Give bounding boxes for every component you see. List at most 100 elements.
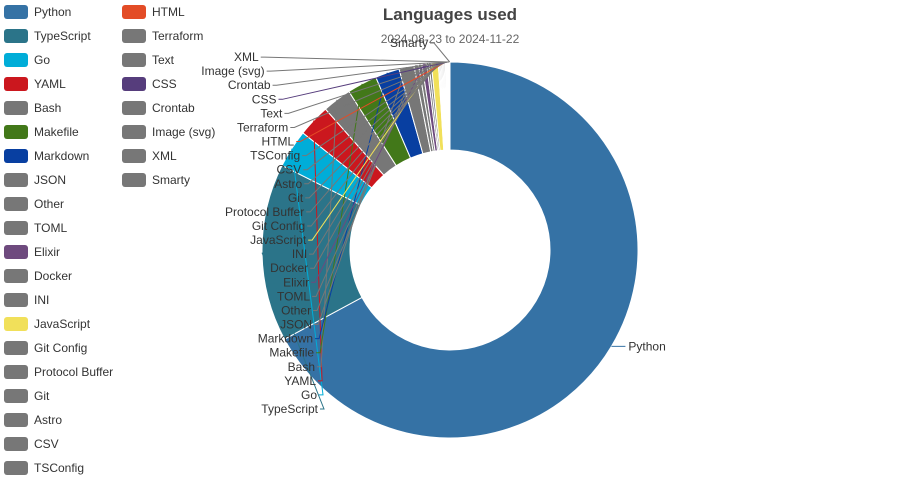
slice-label-javascript: JavaScript (250, 233, 307, 247)
slice-label-image-svg: Image (svg) (201, 64, 264, 78)
legend-item-csv[interactable]: CSV (4, 436, 59, 452)
legend-label: Python (34, 5, 72, 19)
slice-label-html: HTML (262, 135, 295, 149)
legend-label: Other (34, 197, 65, 211)
legend-item-go[interactable]: Go (4, 52, 50, 68)
slice-label-ini: INI (292, 247, 307, 261)
legend-item-image-svg[interactable]: Image (svg) (122, 124, 215, 140)
slice-label-protocol-buffer: Protocol Buffer (225, 205, 304, 219)
leader-line (307, 62, 440, 227)
slice-label-other: Other (281, 303, 311, 317)
leader-line (311, 63, 425, 283)
legend-label: TOML (34, 221, 68, 235)
legend-item-git[interactable]: Git (4, 388, 49, 404)
legend-label: Image (svg) (152, 125, 216, 139)
legend-item-terraform[interactable]: Terraform (122, 28, 203, 44)
slice-label-markdown: Markdown (258, 332, 313, 346)
legend-item-tsconfig[interactable]: TSConfig (4, 460, 84, 476)
leader-line (266, 61, 449, 72)
legend-swatch (4, 365, 28, 379)
leader-line (272, 61, 449, 86)
legend-item-docker[interactable]: Docker (4, 268, 72, 284)
legend-swatch (4, 245, 28, 259)
slice-label-css: CSS (252, 92, 277, 106)
legend-label: Git (34, 389, 50, 403)
slice-label-csv: CSV (277, 163, 302, 177)
leader-line (316, 83, 363, 354)
slice-label-python: Python (628, 339, 665, 353)
legend-item-yaml[interactable]: YAML (4, 76, 66, 92)
legend-swatch (122, 173, 146, 187)
legend-label: Makefile (34, 125, 79, 139)
legend-item-css[interactable]: CSS (122, 76, 177, 92)
legend-label: Elixir (34, 245, 60, 259)
legend-item-html[interactable]: HTML (122, 4, 185, 20)
legend-swatch (4, 149, 28, 163)
legend-item-toml[interactable]: TOML (4, 220, 67, 236)
slice-label-git: Git (288, 191, 304, 205)
leader-line (309, 62, 431, 255)
legend-label: Astro (34, 413, 63, 427)
chart-subtitle: 2024-08-23 to 2024-11-22 (380, 32, 520, 46)
legend-item-protocol-buffer[interactable]: Protocol Buffer (4, 364, 113, 380)
leader-line (315, 72, 388, 340)
legend-item-git-config[interactable]: Git Config (4, 340, 87, 356)
slice-label-bash: Bash (288, 360, 315, 374)
legend-swatch (4, 77, 28, 91)
legend-swatch (4, 5, 28, 19)
legend-item-typescript[interactable]: TypeScript (4, 28, 91, 44)
legend-item-javascript[interactable]: JavaScript (4, 316, 90, 332)
legend-item-astro[interactable]: Astro (4, 412, 62, 428)
leader-line (308, 62, 436, 241)
legend-swatch (4, 437, 28, 451)
legend-item-crontab[interactable]: Crontab (122, 100, 195, 116)
legend-label: Markdown (34, 149, 90, 163)
legend-item-smarty[interactable]: Smarty (122, 172, 190, 188)
legend-label: TSConfig (34, 461, 85, 475)
leader-line (261, 252, 325, 410)
slice-label-elixir: Elixir (283, 275, 309, 289)
legend-swatch (4, 173, 28, 187)
legend-label: TypeScript (34, 29, 91, 43)
legend-swatch (122, 125, 146, 139)
legend-item-other[interactable]: Other (4, 196, 64, 212)
slice-label-docker: Docker (270, 261, 308, 275)
chart-title: Languages used (382, 5, 518, 24)
slice-label-go: Go (301, 388, 317, 402)
leader-line (302, 61, 446, 157)
leader-line (303, 61, 444, 171)
slice-smarty[interactable] (448, 61, 451, 151)
slice-label-yaml: YAML (284, 374, 316, 388)
leader-line (284, 61, 447, 114)
slice-label-tsconfig: TSConfig (250, 149, 300, 163)
slice-label-smarty: Smarty (390, 36, 428, 50)
legend-swatch (4, 221, 28, 235)
legend-item-makefile[interactable]: Makefile (4, 124, 79, 140)
slice-label-toml: TOML (277, 289, 310, 303)
leader-line (291, 148, 324, 396)
legend-swatch (122, 5, 146, 19)
legend-item-bash[interactable]: Bash (4, 100, 61, 116)
legend-swatch (4, 29, 28, 43)
legend-item-xml[interactable]: XML (122, 148, 177, 164)
leader-line (306, 61, 441, 213)
leader-line (296, 61, 446, 143)
slice-label-xml: XML (234, 50, 259, 64)
legend-item-elixir[interactable]: Elixir (4, 244, 60, 260)
legend-item-json[interactable]: JSON (4, 172, 66, 188)
leader-line (314, 66, 407, 326)
legend-item-text[interactable]: Text (122, 52, 174, 68)
legend-swatch (4, 293, 28, 307)
legend-swatch (122, 101, 146, 115)
legend-swatch (4, 317, 28, 331)
leader-line (317, 99, 338, 368)
leader-line (290, 61, 447, 128)
legend-label: Git Config (34, 341, 88, 355)
slice-python[interactable] (283, 61, 639, 439)
legend-item-ini[interactable]: INI (4, 292, 49, 308)
legend-label: JavaScript (34, 317, 91, 331)
leader-line (304, 61, 443, 185)
legend-item-markdown[interactable]: Markdown (4, 148, 89, 164)
legend-item-python[interactable]: Python (4, 4, 71, 20)
